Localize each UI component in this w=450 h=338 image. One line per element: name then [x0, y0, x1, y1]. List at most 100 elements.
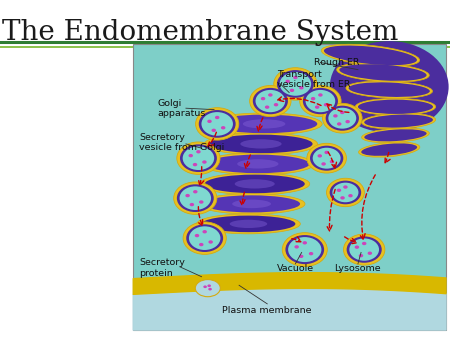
Circle shape [309, 252, 313, 255]
Circle shape [299, 86, 304, 90]
Circle shape [346, 120, 350, 123]
Circle shape [299, 255, 303, 258]
Ellipse shape [339, 64, 427, 81]
Circle shape [196, 150, 201, 153]
Circle shape [303, 88, 338, 114]
Circle shape [315, 105, 320, 109]
Circle shape [186, 224, 223, 252]
Circle shape [311, 97, 315, 100]
Ellipse shape [211, 115, 317, 133]
Circle shape [193, 190, 198, 193]
Circle shape [343, 234, 385, 265]
Ellipse shape [359, 142, 420, 157]
Circle shape [306, 90, 335, 112]
Ellipse shape [337, 63, 429, 82]
Circle shape [199, 200, 203, 204]
Circle shape [185, 194, 190, 197]
Circle shape [196, 108, 239, 140]
Circle shape [183, 222, 226, 255]
Circle shape [256, 90, 285, 112]
Circle shape [321, 162, 326, 166]
Text: Golgi
apparatus: Golgi apparatus [158, 98, 206, 118]
Circle shape [326, 106, 359, 131]
Circle shape [208, 288, 212, 290]
Circle shape [318, 93, 323, 97]
Ellipse shape [364, 115, 433, 128]
Ellipse shape [243, 119, 285, 128]
Circle shape [323, 103, 362, 133]
Ellipse shape [362, 128, 429, 143]
Circle shape [333, 114, 338, 118]
Circle shape [261, 97, 266, 100]
Circle shape [300, 86, 341, 117]
Circle shape [294, 245, 299, 248]
Circle shape [277, 70, 314, 98]
Ellipse shape [330, 41, 449, 132]
Ellipse shape [201, 153, 315, 175]
Ellipse shape [206, 154, 310, 173]
Ellipse shape [197, 214, 300, 234]
Circle shape [189, 154, 193, 157]
Circle shape [193, 163, 197, 166]
Circle shape [337, 122, 342, 126]
Ellipse shape [358, 100, 433, 114]
Circle shape [307, 143, 346, 173]
Circle shape [368, 251, 372, 255]
Circle shape [285, 235, 324, 264]
Text: Plasma membrane: Plasma membrane [222, 307, 312, 315]
Circle shape [348, 194, 353, 197]
Circle shape [195, 234, 199, 237]
Ellipse shape [321, 44, 419, 67]
Circle shape [207, 284, 211, 287]
Circle shape [202, 160, 207, 164]
Circle shape [189, 226, 220, 250]
Circle shape [208, 240, 213, 244]
Circle shape [265, 105, 270, 109]
Ellipse shape [200, 173, 310, 195]
Ellipse shape [195, 280, 220, 297]
Text: Rough ER: Rough ER [314, 58, 360, 67]
Circle shape [268, 93, 273, 97]
Circle shape [293, 76, 297, 79]
Ellipse shape [232, 200, 271, 208]
Ellipse shape [230, 220, 267, 228]
Circle shape [328, 108, 356, 129]
Circle shape [177, 142, 220, 174]
Circle shape [215, 116, 220, 119]
Ellipse shape [349, 82, 430, 97]
Ellipse shape [202, 216, 295, 232]
Circle shape [313, 148, 341, 169]
Circle shape [330, 160, 334, 163]
Circle shape [183, 146, 214, 170]
Circle shape [274, 68, 317, 100]
Ellipse shape [204, 133, 318, 155]
Ellipse shape [361, 143, 417, 156]
Circle shape [180, 144, 217, 172]
Circle shape [290, 89, 294, 92]
Ellipse shape [364, 129, 427, 141]
Text: Transport
vesicle from ER: Transport vesicle from ER [277, 70, 350, 89]
Circle shape [199, 243, 203, 246]
Ellipse shape [324, 46, 417, 65]
Ellipse shape [203, 195, 300, 213]
Circle shape [282, 233, 327, 266]
Circle shape [174, 182, 217, 214]
Text: Lysosome: Lysosome [335, 264, 381, 273]
Circle shape [177, 184, 214, 212]
Circle shape [202, 230, 207, 234]
Circle shape [327, 178, 364, 207]
Circle shape [199, 110, 236, 138]
Circle shape [203, 285, 207, 288]
Circle shape [355, 245, 359, 249]
Circle shape [362, 242, 366, 245]
Ellipse shape [235, 179, 275, 189]
Circle shape [212, 129, 216, 132]
Ellipse shape [237, 159, 279, 169]
Circle shape [324, 103, 328, 106]
Circle shape [253, 88, 288, 114]
Text: The Endomembrane System: The Endomembrane System [2, 19, 399, 46]
Circle shape [285, 80, 290, 83]
Circle shape [288, 237, 321, 262]
Circle shape [207, 120, 212, 123]
Circle shape [330, 180, 361, 204]
